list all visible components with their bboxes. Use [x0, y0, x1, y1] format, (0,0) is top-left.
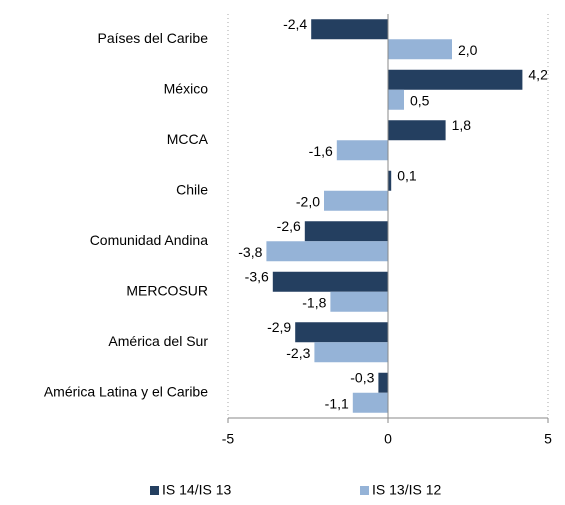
data-label: -0,3 [350, 369, 374, 385]
data-label: -2,6 [277, 218, 301, 234]
data-label: -1,8 [302, 294, 326, 310]
legend-label: IS 13/IS 12 [372, 482, 441, 498]
bar [324, 190, 388, 211]
category-label: Chile [176, 181, 208, 197]
data-label: 0,5 [410, 92, 430, 108]
bar [388, 120, 446, 141]
bar [336, 140, 388, 161]
bar [330, 291, 388, 312]
data-label: 4,2 [528, 66, 548, 82]
data-label: -1,1 [325, 395, 349, 411]
category-label: Comunidad Andina [90, 232, 209, 248]
data-label: -1,6 [309, 143, 333, 159]
x-tick-label: 0 [384, 431, 392, 447]
bar [272, 271, 388, 292]
category-label: MCCA [167, 131, 209, 147]
data-label: 1,8 [452, 117, 472, 133]
bar [311, 19, 388, 40]
data-label: -3,8 [238, 244, 262, 260]
bar [388, 39, 452, 60]
data-label: -3,6 [245, 268, 269, 284]
bar [378, 372, 388, 393]
bar [266, 241, 388, 262]
x-tick-label: 5 [544, 431, 552, 447]
data-label: -2,3 [286, 345, 310, 361]
category-label: América Latina y el Caribe [44, 383, 208, 399]
bar [314, 342, 388, 363]
category-label: América del Sur [108, 333, 208, 349]
data-label: 2,0 [458, 42, 478, 58]
category-label: México [164, 80, 209, 96]
bar [388, 69, 523, 90]
legend-label: IS 14/IS 13 [162, 482, 231, 498]
bar [388, 170, 392, 191]
x-tick-label: -5 [222, 431, 235, 447]
bar [304, 221, 388, 242]
bar [352, 392, 388, 413]
data-label: -2,0 [296, 193, 320, 209]
category-label: MERCOSUR [126, 282, 208, 298]
data-label: 0,1 [397, 167, 417, 183]
bar [388, 89, 404, 110]
legend-swatch [360, 486, 369, 495]
data-label: -2,4 [283, 16, 307, 32]
bar [295, 322, 388, 343]
legend-swatch [150, 486, 159, 495]
category-label: Países del Caribe [97, 30, 208, 46]
data-label: -2,9 [267, 319, 291, 335]
